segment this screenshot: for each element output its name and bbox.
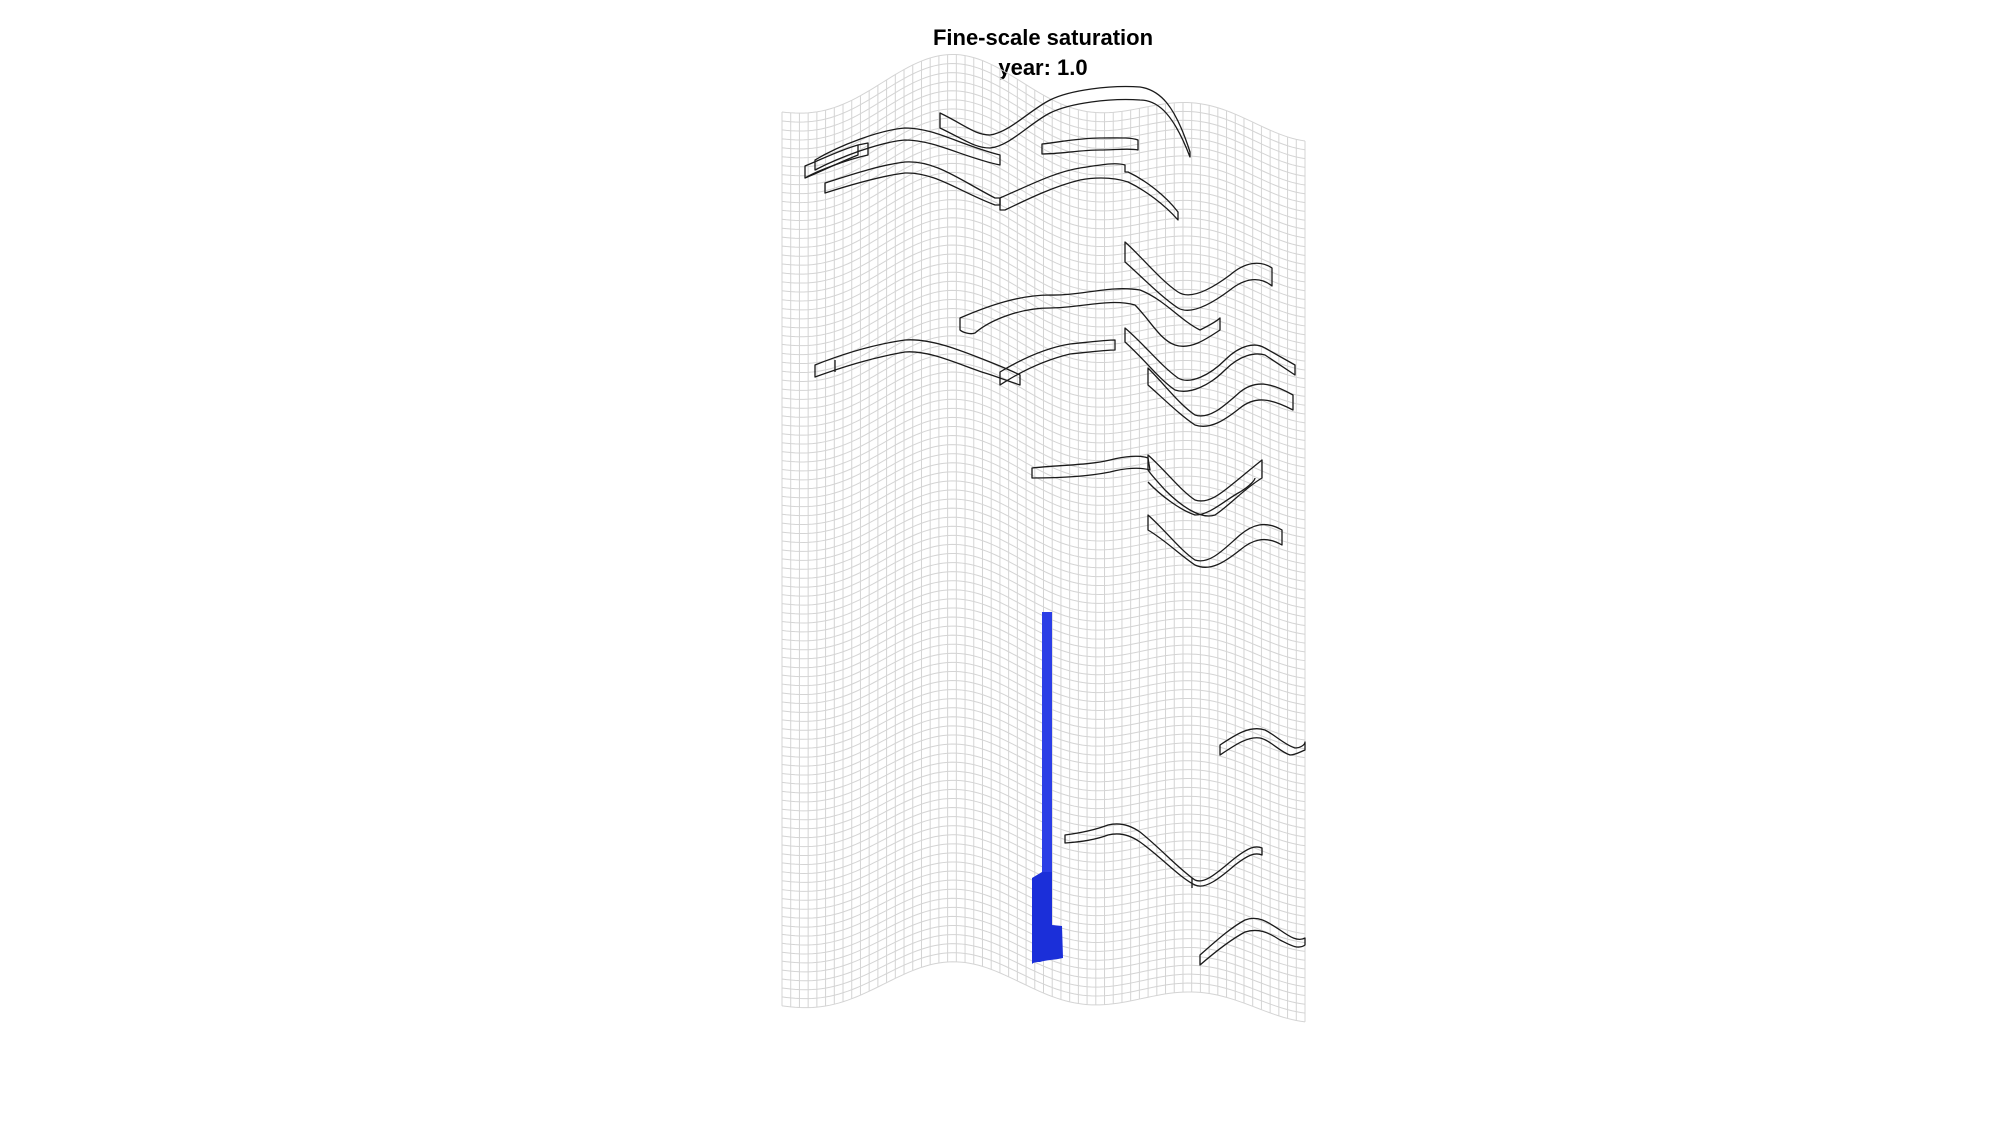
shale-barrier xyxy=(1147,454,1263,517)
shale-barrier xyxy=(1219,728,1306,756)
grid-line-horizontal xyxy=(781,516,1306,591)
shale-barrier xyxy=(1199,917,1306,966)
grid-line-horizontal xyxy=(781,244,1306,327)
shale-barrier xyxy=(1124,327,1296,392)
grid-line-horizontal xyxy=(781,235,1306,318)
grid-line-horizontal xyxy=(781,126,1306,212)
shale-barrier xyxy=(999,339,1116,386)
plot-subtitle: year: 1.0 xyxy=(998,55,1087,80)
grid-line-horizontal xyxy=(781,507,1306,582)
grid-line-horizontal xyxy=(781,416,1306,494)
grid-line-horizontal xyxy=(781,90,1306,177)
grid-line-horizontal xyxy=(781,489,1306,565)
grid-line-horizontal xyxy=(781,308,1306,389)
grid-line-horizontal xyxy=(781,934,1306,996)
grid-line-horizontal xyxy=(781,180,1306,265)
grid-line-horizontal xyxy=(781,117,1306,204)
grid-line-horizontal xyxy=(781,108,1306,195)
grid-line-horizontal xyxy=(781,525,1306,600)
grid-line-horizontal xyxy=(781,353,1306,433)
grid-line-horizontal xyxy=(781,462,1306,538)
grid-line-horizontal xyxy=(781,72,1306,160)
grid-line-horizontal xyxy=(781,208,1306,292)
shale-barrier xyxy=(804,142,869,179)
shale-barrier xyxy=(1147,514,1283,568)
grid-line-horizontal xyxy=(781,952,1306,1014)
grid-line-horizontal xyxy=(781,199,1306,283)
shale-barrier xyxy=(804,144,859,179)
plot-title: Fine-scale saturation xyxy=(933,25,1153,50)
grid-line-horizontal xyxy=(781,480,1306,556)
grid-line-horizontal xyxy=(781,335,1306,415)
grid-line-horizontal xyxy=(781,253,1306,336)
shale-barrier xyxy=(814,127,1001,171)
grid-line-horizontal xyxy=(781,326,1306,406)
shale-barrier xyxy=(939,85,1191,158)
plume-base xyxy=(1032,872,1063,964)
grid-line-horizontal xyxy=(781,162,1306,248)
grid-line-horizontal xyxy=(781,262,1306,345)
shale-barrier xyxy=(1064,823,1263,887)
grid-line-horizontal xyxy=(781,217,1306,301)
grid-line-horizontal xyxy=(781,81,1306,168)
co2-plume xyxy=(1032,612,1063,964)
shale-barrier xyxy=(1147,367,1294,427)
shale-barrier xyxy=(959,288,1221,347)
shale-barrier xyxy=(1031,455,1151,479)
grid-line-horizontal xyxy=(781,317,1306,397)
shale-barrier xyxy=(814,339,1021,386)
shale-barrier xyxy=(1147,477,1256,516)
grid-line-horizontal xyxy=(781,943,1306,1005)
grid-line-horizontal xyxy=(781,280,1306,362)
shale-barrier xyxy=(1041,137,1139,155)
grid-line-horizontal xyxy=(781,190,1306,274)
grid-line-horizontal xyxy=(781,571,1306,644)
grid-line-horizontal xyxy=(781,298,1306,380)
shale-barrier xyxy=(1124,241,1273,311)
grid-line-horizontal xyxy=(781,453,1306,530)
grid-line-horizontal xyxy=(781,153,1306,239)
grid-line-horizontal xyxy=(781,562,1306,635)
grid-line-horizontal xyxy=(781,389,1306,468)
grid-line-horizontal xyxy=(781,435,1306,512)
grid-line-horizontal xyxy=(781,407,1306,486)
grid-line-horizontal xyxy=(781,226,1306,309)
shale-barrier xyxy=(999,163,1179,221)
grid-line-horizontal xyxy=(781,371,1306,450)
grid-line-horizontal xyxy=(781,425,1306,503)
plume-column xyxy=(1042,612,1052,872)
grid-line-horizontal xyxy=(781,171,1306,256)
shale-barriers xyxy=(804,85,1306,966)
grid-line-horizontal xyxy=(781,534,1306,609)
grid-line-horizontal xyxy=(781,552,1306,626)
grid-line-horizontal xyxy=(781,961,1306,1023)
grid-line-horizontal xyxy=(781,135,1306,221)
grid-line-horizontal xyxy=(781,398,1306,477)
grid-line-horizontal xyxy=(781,444,1306,521)
grid-line-horizontal xyxy=(781,344,1306,424)
grid-line-horizontal xyxy=(781,271,1306,353)
grid-line-horizontal xyxy=(781,498,1306,574)
grid-line-horizontal xyxy=(781,543,1306,618)
grid-line-horizontal xyxy=(781,471,1306,547)
grid-line-horizontal xyxy=(781,380,1306,459)
grid-line-horizontal xyxy=(781,289,1306,371)
grid-line-horizontal xyxy=(781,53,1306,142)
